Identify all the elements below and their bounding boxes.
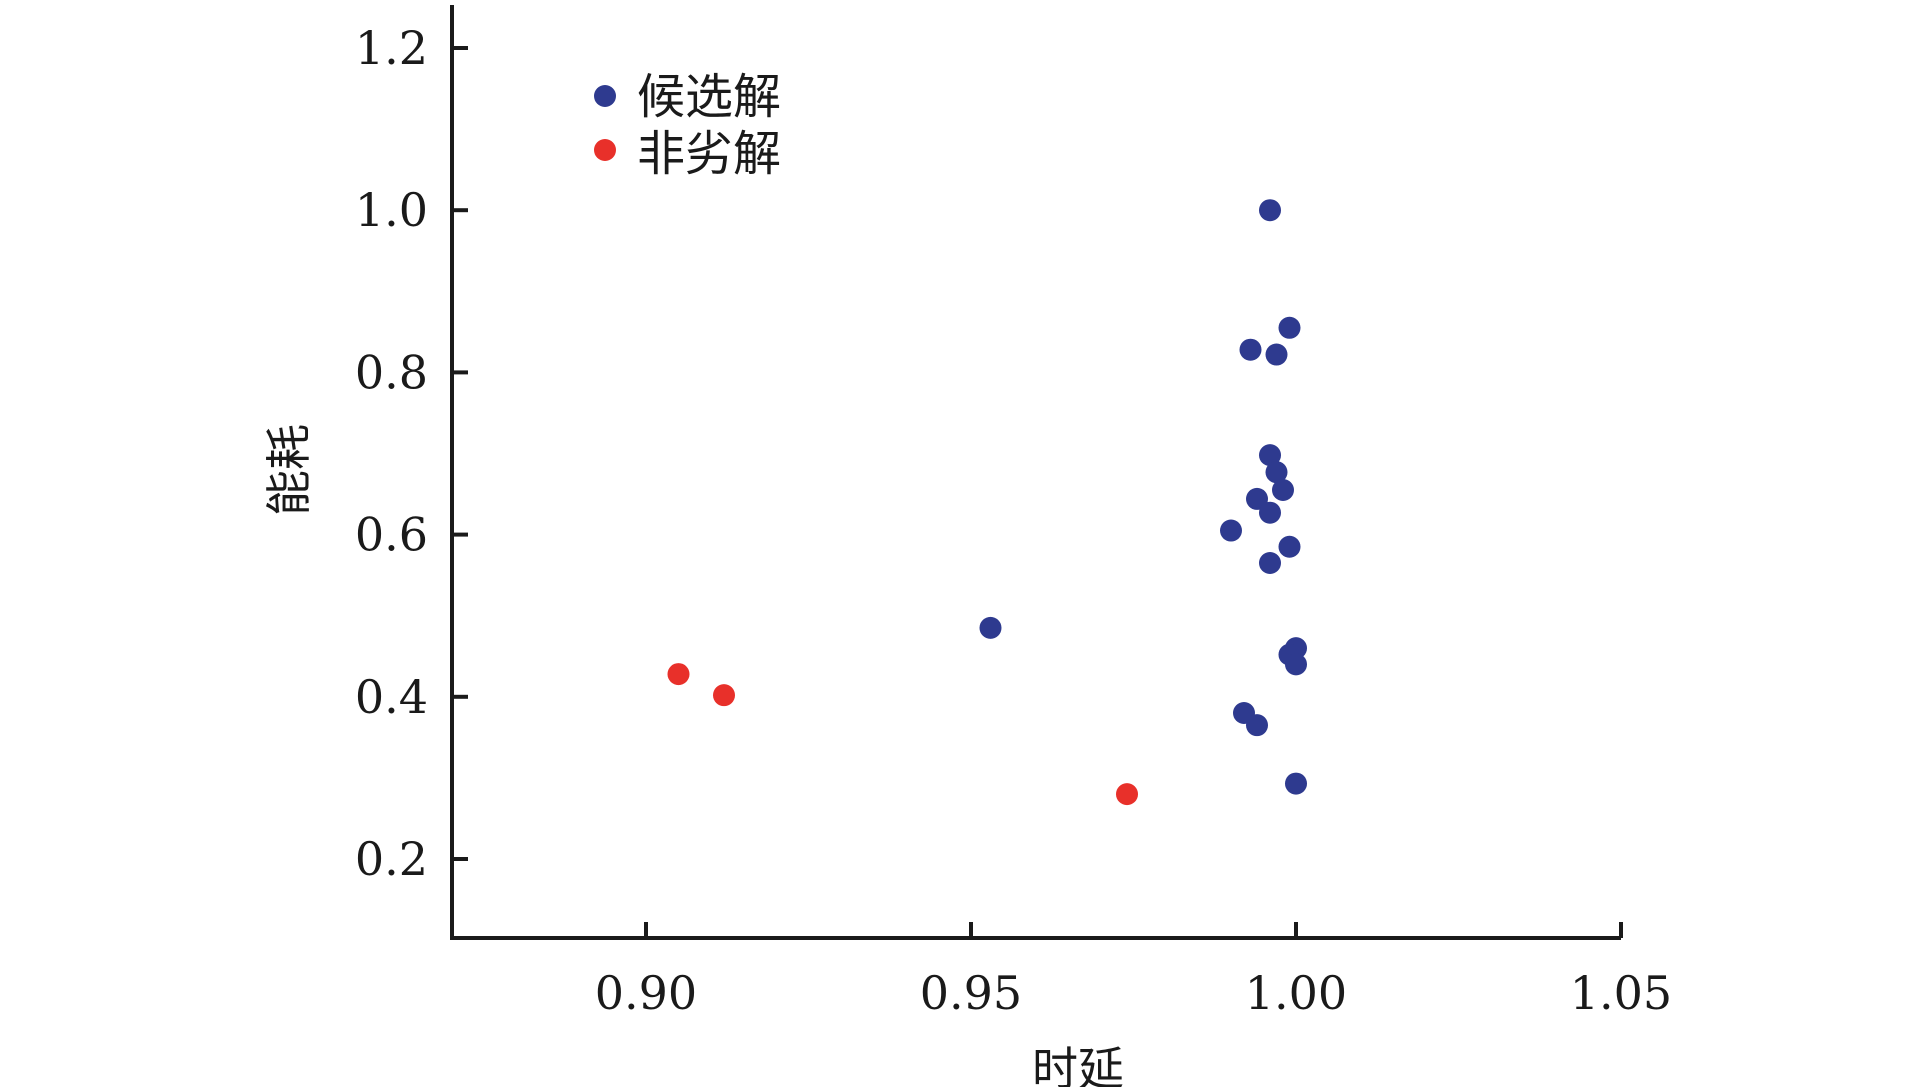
- data-point-series-1: [713, 684, 735, 707]
- data-point-series-0: [1265, 461, 1288, 484]
- y-tick-label: 0.6: [355, 508, 428, 562]
- x-tick-label: 1.05: [1570, 966, 1672, 1020]
- data-point-series-0: [1259, 444, 1281, 467]
- legend-label-series-0: 候选解: [637, 69, 781, 125]
- legend-marker-series-1: [594, 139, 616, 161]
- data-point-series-0: [1239, 338, 1262, 361]
- data-point-series-0: [1220, 519, 1242, 542]
- y-tick-label: 0.4: [355, 670, 428, 724]
- data-points: [667, 199, 1307, 806]
- y-tick-label: 0.8: [355, 345, 428, 399]
- data-point-series-1: [1116, 783, 1138, 806]
- ticks: 0.90 0.95 1.00 1.05 0.2 0.4 0.6 0.8 1.0 1.2: [355, 21, 1672, 1020]
- data-point-series-0: [1278, 316, 1301, 339]
- x-axis-title: 时延: [1032, 1042, 1124, 1087]
- x-tick-label: 1.00: [1245, 966, 1347, 1020]
- y-tick-label: 1.0: [355, 183, 428, 237]
- legend-marker-series-0: [594, 85, 616, 107]
- y-axis-title: 能耗: [262, 424, 316, 516]
- data-point-series-0: [979, 616, 1002, 639]
- axes: [450, 5, 1621, 940]
- data-point-series-0: [1285, 772, 1307, 795]
- data-point-series-0: [1272, 478, 1294, 501]
- data-point-series-0: [1246, 714, 1268, 737]
- y-tick-label: 0.2: [355, 832, 428, 886]
- data-point-series-0: [1259, 551, 1281, 574]
- data-point-series-0: [1259, 501, 1281, 524]
- data-point-series-0: [1246, 487, 1268, 510]
- data-point-series-1: [667, 663, 690, 686]
- legend-label-series-1: 非劣解: [637, 126, 781, 182]
- data-point-series-0: [1259, 199, 1281, 222]
- data-point-series-0: [1265, 343, 1288, 366]
- data-point-series-0: [1278, 535, 1301, 558]
- x-tick-label: 0.90: [595, 966, 697, 1020]
- x-tick-label: 0.95: [920, 966, 1022, 1020]
- y-tick-label: 1.2: [355, 21, 428, 75]
- legend: 候选解 非劣解: [594, 69, 781, 182]
- data-point-series-0: [1285, 653, 1307, 676]
